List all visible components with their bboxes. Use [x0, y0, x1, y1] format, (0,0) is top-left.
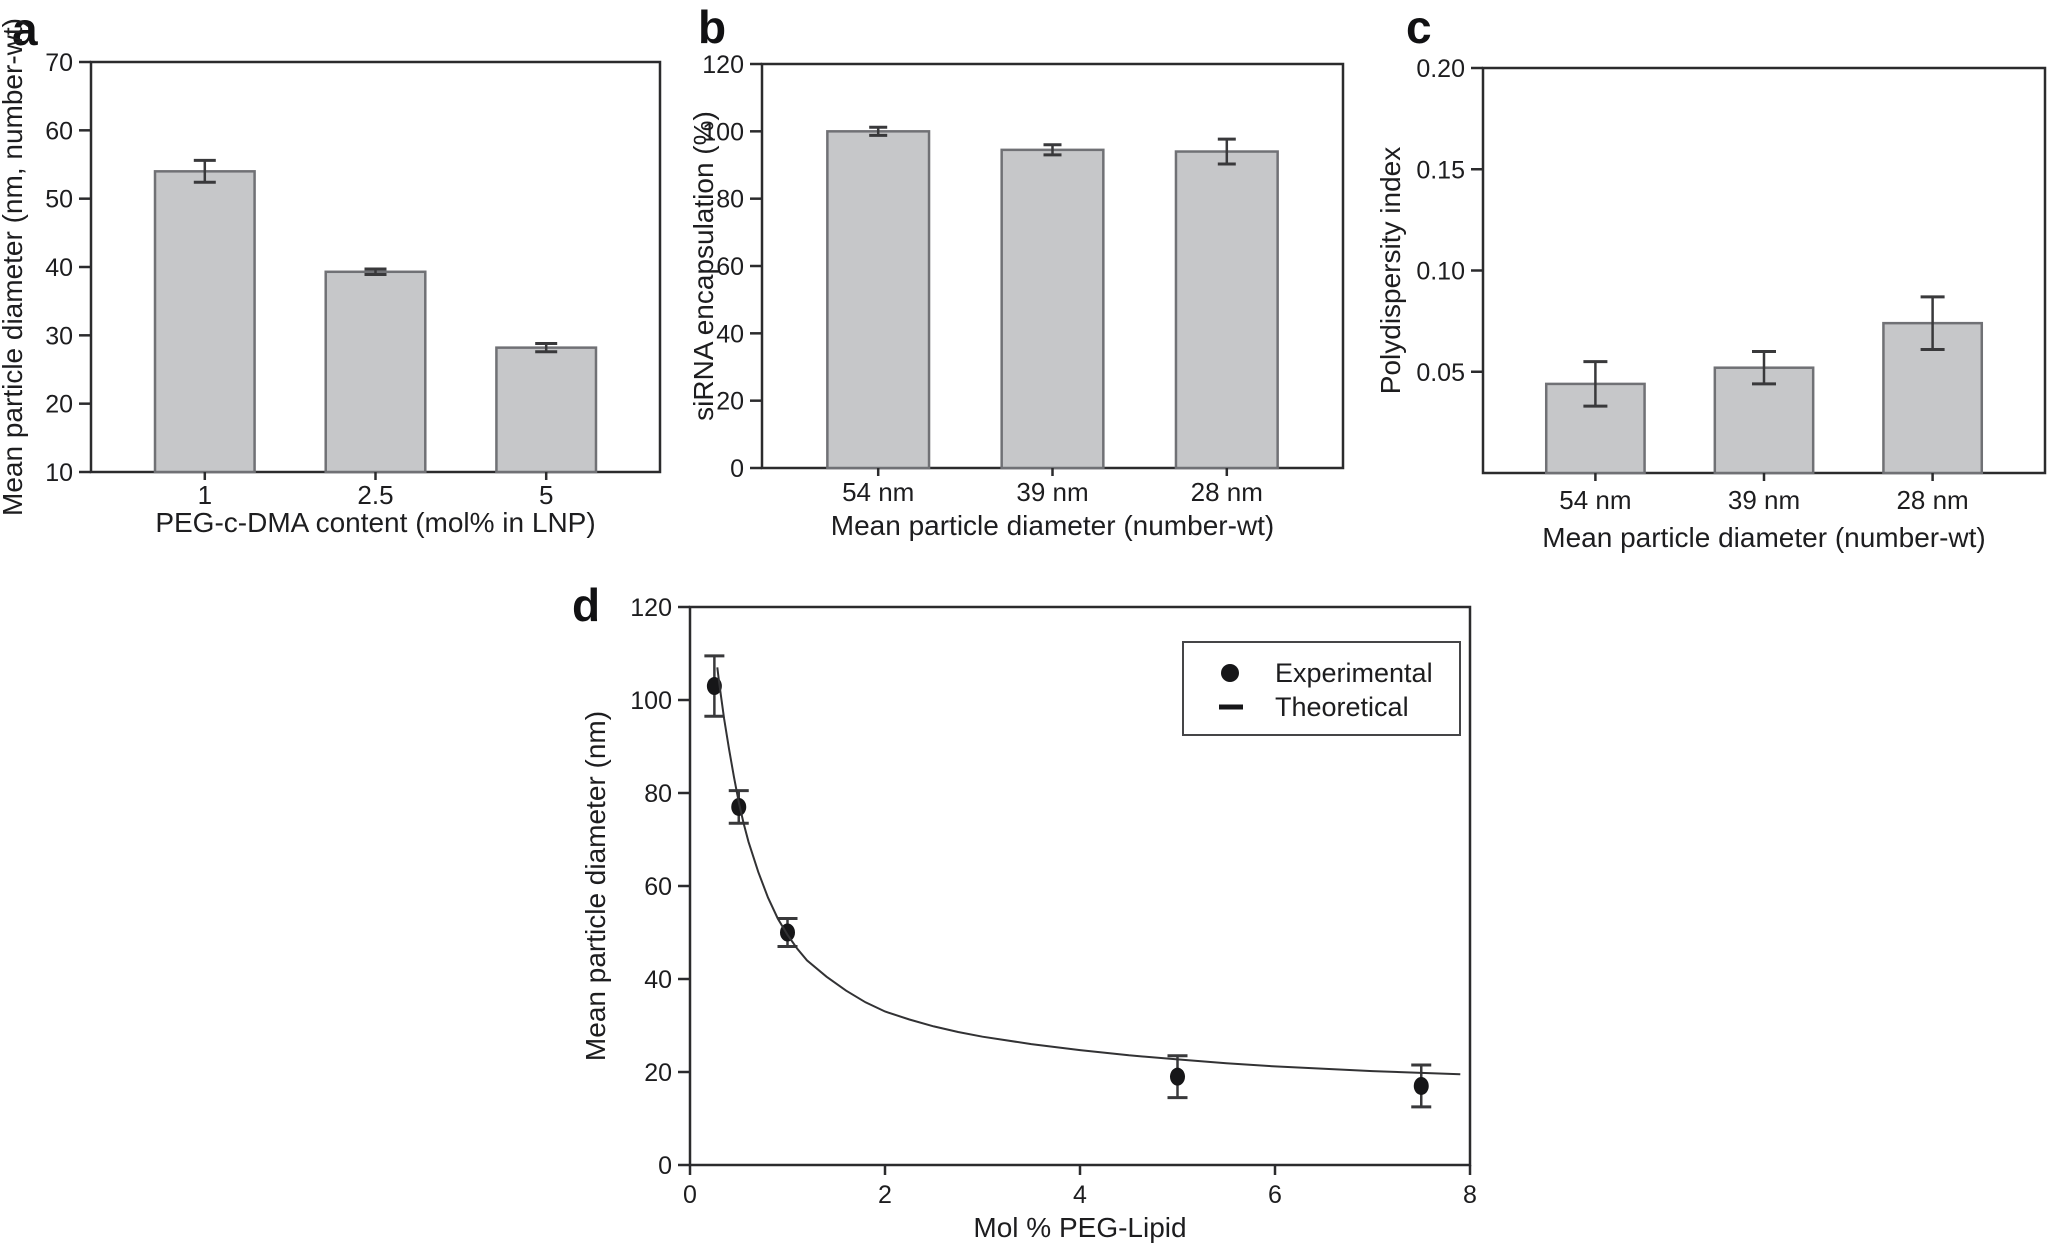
- x-axis-title: Mean particle diameter (number-wt): [831, 510, 1275, 541]
- y-tick-label: 0.05: [1416, 359, 1465, 387]
- bar: [324, 270, 427, 474]
- y-tick-label: 100: [702, 118, 744, 146]
- data-point: [1170, 1067, 1185, 1086]
- panel-c: c 0.05 0.10 0.15 0.20 54 nm 39 nm 28 nm Mean pa…: [1380, 0, 2054, 560]
- x-axis-title: Mean particle diameter (number-wt): [1542, 522, 1986, 553]
- y-tick-label: 70: [45, 49, 73, 77]
- y-tick-label: 30: [45, 322, 73, 350]
- theoretical-curve: [716, 667, 1461, 1076]
- category-label: 2.5: [357, 480, 393, 510]
- category-label: 5: [539, 480, 553, 510]
- category-label: 39 nm: [1728, 485, 1800, 515]
- x-tick-label: 6: [1268, 1181, 1282, 1209]
- y-tick-label: 0.15: [1416, 156, 1465, 184]
- y-axis-title: Polydispersity index: [1380, 147, 1406, 394]
- y-axis-title: siRNA encapsulation (%): [690, 111, 719, 421]
- y-axis-title: Mean particle diameter (nm, number-wt): [0, 18, 28, 516]
- panel-b: b 0 20 40 60 80 100 120 54 nm 39 nm 28 nm Mean par…: [690, 0, 1380, 560]
- bar: [495, 346, 598, 474]
- category-label: 28 nm: [1896, 485, 1968, 515]
- x-axis-title: Mol % PEG-Lipid: [973, 1212, 1186, 1243]
- y-tick-label: 20: [45, 391, 73, 419]
- chart-d: 0 20 40 60 80 100 120 0 2 4 6 8 Experimental Theoreti…: [580, 594, 1477, 1243]
- x-tick-label: 2: [878, 1181, 892, 1209]
- y-tick-label: 40: [716, 320, 744, 348]
- bar: [1000, 148, 1105, 470]
- data-point: [731, 797, 747, 816]
- y-tick-label: 20: [644, 1059, 672, 1087]
- panel-a: a 10 20 30 40 50 60 70 1 2.5 5 PEG-c-DMA content (…: [0, 0, 690, 560]
- x-axis-title: PEG-c-DMA content (mol% in LNP): [155, 507, 595, 538]
- legend-label: Theoretical: [1275, 692, 1409, 722]
- legend-marker-circle: [1221, 664, 1239, 682]
- panel-a-letter: a: [12, 3, 38, 55]
- y-tick-label: 80: [716, 186, 744, 214]
- chart-c: 0.05 0.10 0.15 0.20 54 nm 39 nm 28 nm Mean part…: [1380, 55, 2047, 553]
- y-tick-label: 40: [45, 254, 73, 282]
- y-tick-label: 60: [45, 117, 73, 145]
- bar: [1174, 150, 1279, 470]
- y-tick-label: 20: [716, 388, 744, 416]
- panel-d-letter: d: [572, 579, 601, 631]
- y-tick-label: 0.10: [1416, 258, 1465, 286]
- data-point: [1413, 1076, 1429, 1095]
- legend-box: [1182, 641, 1461, 736]
- y-tick-label: 10: [45, 459, 73, 487]
- x-tick-label: 8: [1463, 1181, 1477, 1209]
- legend-label: Experimental: [1275, 658, 1433, 688]
- panel-b-letter: b: [698, 1, 727, 53]
- panel-d: d 0 20 40 60 80 100 120 0 2 4 6 8 Experimental Theore…: [560, 580, 1520, 1252]
- category-label: 54 nm: [1559, 485, 1631, 515]
- y-tick-label: 40: [644, 966, 672, 994]
- y-tick-label: 0.20: [1416, 55, 1465, 83]
- y-tick-label: 60: [644, 873, 672, 901]
- panel-c-letter: c: [1406, 1, 1432, 53]
- y-tick-label: 120: [702, 51, 744, 79]
- x-tick-label: 0: [683, 1181, 697, 1209]
- category-label: 54 nm: [842, 477, 914, 507]
- y-tick-label: 50: [45, 186, 73, 214]
- y-tick-label: 0: [658, 1152, 672, 1180]
- y-tick-label: 120: [630, 594, 672, 622]
- y-tick-label: 80: [644, 780, 672, 808]
- y-tick-label: 0: [730, 455, 744, 483]
- y-tick-label: 60: [716, 253, 744, 281]
- bar: [153, 170, 256, 474]
- category-label: 1: [198, 480, 212, 510]
- category-label: 39 nm: [1016, 477, 1088, 507]
- y-tick-label: 100: [630, 687, 672, 715]
- x-tick-label: 4: [1073, 1181, 1087, 1209]
- y-axis-title: Mean particle diameter (nm): [580, 711, 611, 1061]
- category-label: 28 nm: [1191, 477, 1263, 507]
- bar: [826, 130, 931, 470]
